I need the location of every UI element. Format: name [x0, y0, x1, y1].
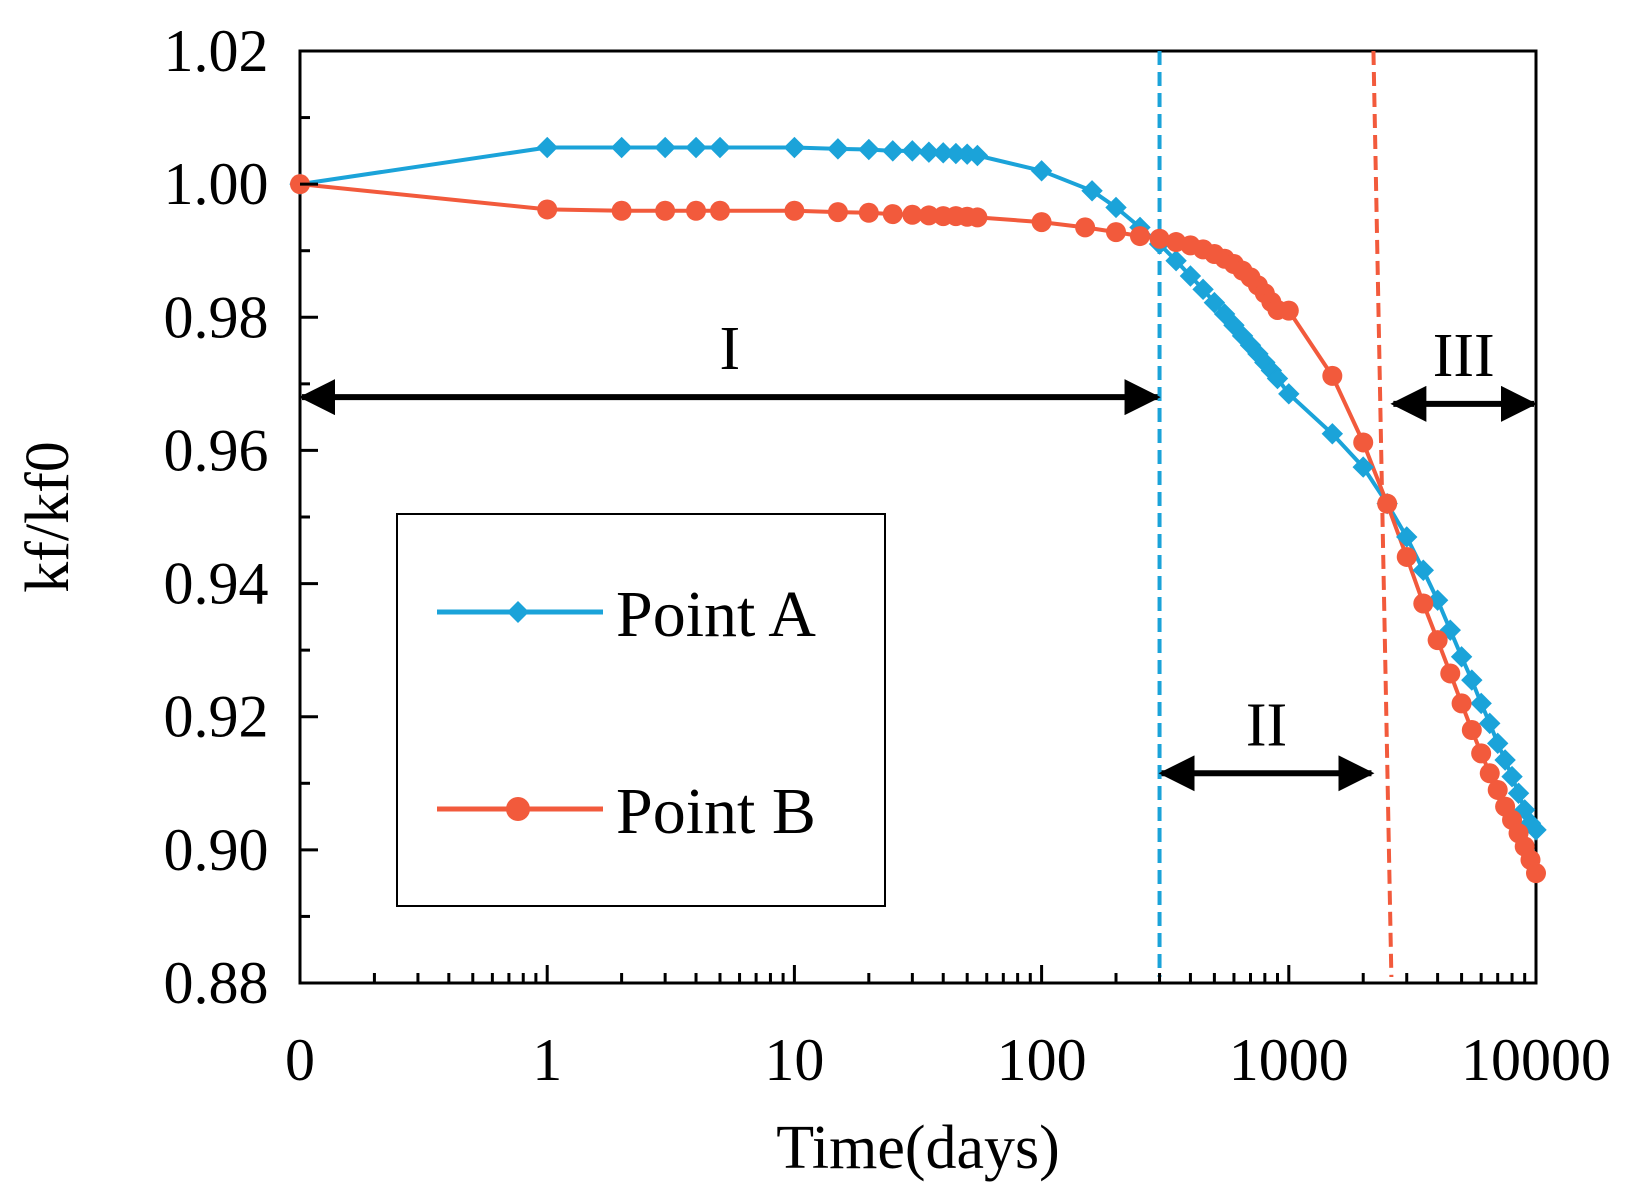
legend-point-a-label: Point A	[616, 578, 816, 651]
point-a-marker	[1501, 765, 1523, 788]
y-tick-label: 0.94	[164, 551, 269, 617]
y-tick-label: 0.90	[164, 817, 269, 883]
point-b-marker	[655, 200, 676, 221]
point-a-marker	[1179, 265, 1202, 287]
point-b-marker	[1427, 630, 1448, 651]
y-tick-label: 0.98	[164, 284, 269, 350]
point-a-marker	[1479, 712, 1501, 735]
x-axis-title: Time(days)	[776, 1114, 1060, 1182]
point-a-marker	[685, 136, 707, 159]
point-b-marker	[1353, 432, 1374, 453]
point-a-marker	[1396, 526, 1418, 548]
point-b-marker	[1451, 693, 1472, 714]
point-a-marker	[610, 136, 633, 159]
axes: 1.02 1.00 0.98 0.96 0.94 0.92 0.90 0.880 1 10 100 1…	[14, 18, 1611, 1182]
point-a-marker	[966, 144, 989, 167]
point-b-marker	[1396, 546, 1417, 567]
point-b-marker	[1440, 663, 1461, 684]
point-a-marker	[1030, 160, 1053, 182]
point-a-marker	[1278, 383, 1300, 405]
legend-point-a-marker	[507, 601, 529, 623]
series-layer	[289, 136, 1547, 884]
x-tick-label: 1	[532, 1027, 562, 1093]
x-tick-label: 100	[997, 1027, 1087, 1093]
point-b-marker	[784, 200, 805, 221]
x-tick-label: 0	[285, 1027, 315, 1093]
point-a-marker	[1192, 278, 1214, 301]
x-tick-label: 10	[764, 1027, 824, 1093]
x-tick-label: 10000	[1461, 1027, 1611, 1093]
y-tick-label: 1.02	[164, 18, 269, 84]
point-a-marker	[1487, 732, 1509, 755]
point-a-marker	[1450, 646, 1473, 668]
point-b-marker	[1479, 763, 1500, 784]
point-a-marker	[1494, 749, 1516, 771]
point-b-marker	[1322, 365, 1343, 386]
x-tick-label: 1000	[1229, 1027, 1349, 1093]
point-a-marker	[654, 136, 676, 159]
point-b-marker	[1031, 212, 1052, 233]
y-tick-label: 0.92	[164, 684, 269, 750]
point-b-marker	[1487, 779, 1508, 800]
point-b-marker	[1149, 228, 1170, 249]
point-a-marker	[536, 136, 558, 159]
point-b-marker	[1471, 743, 1492, 764]
point-b-marker	[1461, 720, 1482, 741]
point-b-marker	[1075, 217, 1096, 238]
point-b-marker	[918, 205, 939, 226]
point-b-marker	[902, 204, 923, 225]
point-a-marker	[901, 140, 924, 162]
point-a-marker	[1321, 423, 1344, 445]
boundary-ii-iii-line	[1371, 50, 1394, 978]
legend-box	[396, 513, 886, 907]
point-a-marker	[1203, 291, 1226, 314]
point-a-marker	[1352, 456, 1374, 478]
point-a-marker	[882, 140, 904, 162]
point-b-marker	[1377, 493, 1398, 514]
point-b-marker	[1106, 222, 1127, 243]
y-tick-label: 0.96	[164, 417, 269, 483]
legend-point-b-marker	[506, 797, 530, 821]
point-a-marker	[783, 136, 806, 159]
point-a-marker	[1507, 782, 1530, 804]
point-b-marker	[827, 202, 848, 223]
region-ii-label: II	[1246, 691, 1287, 759]
point-a-marker	[918, 141, 940, 163]
point-b-marker	[537, 199, 558, 220]
point-b-marker	[1526, 863, 1546, 884]
point-a-marker	[1081, 180, 1103, 202]
point-b-marker	[1278, 300, 1299, 321]
point-a-marker	[1470, 692, 1492, 715]
point-a-marker	[1412, 559, 1435, 581]
reference-lines	[1157, 50, 1394, 978]
point-a-marker	[1105, 196, 1127, 219]
y-axis-title: kf/kf0	[14, 441, 82, 593]
point-b-marker	[1129, 226, 1150, 247]
legend: Point A Point B	[396, 513, 886, 907]
point-b-marker	[858, 202, 879, 223]
point-b-marker	[611, 200, 632, 221]
region-iii-label: III	[1433, 322, 1495, 390]
point-a-marker	[709, 136, 731, 159]
point-a-marker	[827, 138, 849, 160]
region-i-label: I	[719, 315, 740, 383]
point-b-marker	[967, 207, 988, 228]
point-a-marker	[1266, 367, 1289, 390]
point-b-marker	[686, 200, 707, 221]
point-b-marker	[1413, 593, 1434, 614]
point-a-marker	[1165, 249, 1187, 272]
point-b-marker	[709, 200, 730, 221]
point-b-marker	[882, 204, 903, 225]
y-tick-label: 1.00	[164, 151, 269, 217]
legend-point-b-label: Point B	[616, 775, 816, 848]
point-a-marker	[1461, 669, 1483, 691]
point-a-marker	[1525, 819, 1547, 841]
y-tick-label: 0.88	[164, 950, 269, 1016]
point-a-marker	[858, 138, 880, 161]
